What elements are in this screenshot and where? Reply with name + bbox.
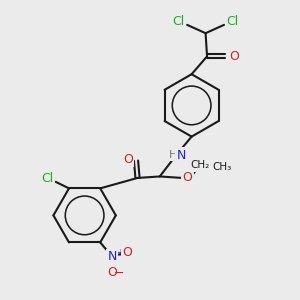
Text: O: O xyxy=(123,153,133,166)
Text: Cl: Cl xyxy=(173,15,185,28)
Text: −: − xyxy=(114,267,124,280)
Text: CH₃: CH₃ xyxy=(212,162,231,172)
Text: CH₂: CH₂ xyxy=(190,160,210,170)
Text: Cl: Cl xyxy=(226,15,238,28)
Text: +: + xyxy=(116,248,124,258)
Text: O: O xyxy=(182,171,192,184)
Text: O: O xyxy=(122,246,132,259)
Text: H: H xyxy=(169,150,177,160)
Text: N: N xyxy=(108,250,117,263)
Text: O: O xyxy=(229,50,239,63)
Text: N: N xyxy=(177,148,186,162)
Text: O: O xyxy=(107,266,117,279)
Text: Cl: Cl xyxy=(41,172,53,185)
